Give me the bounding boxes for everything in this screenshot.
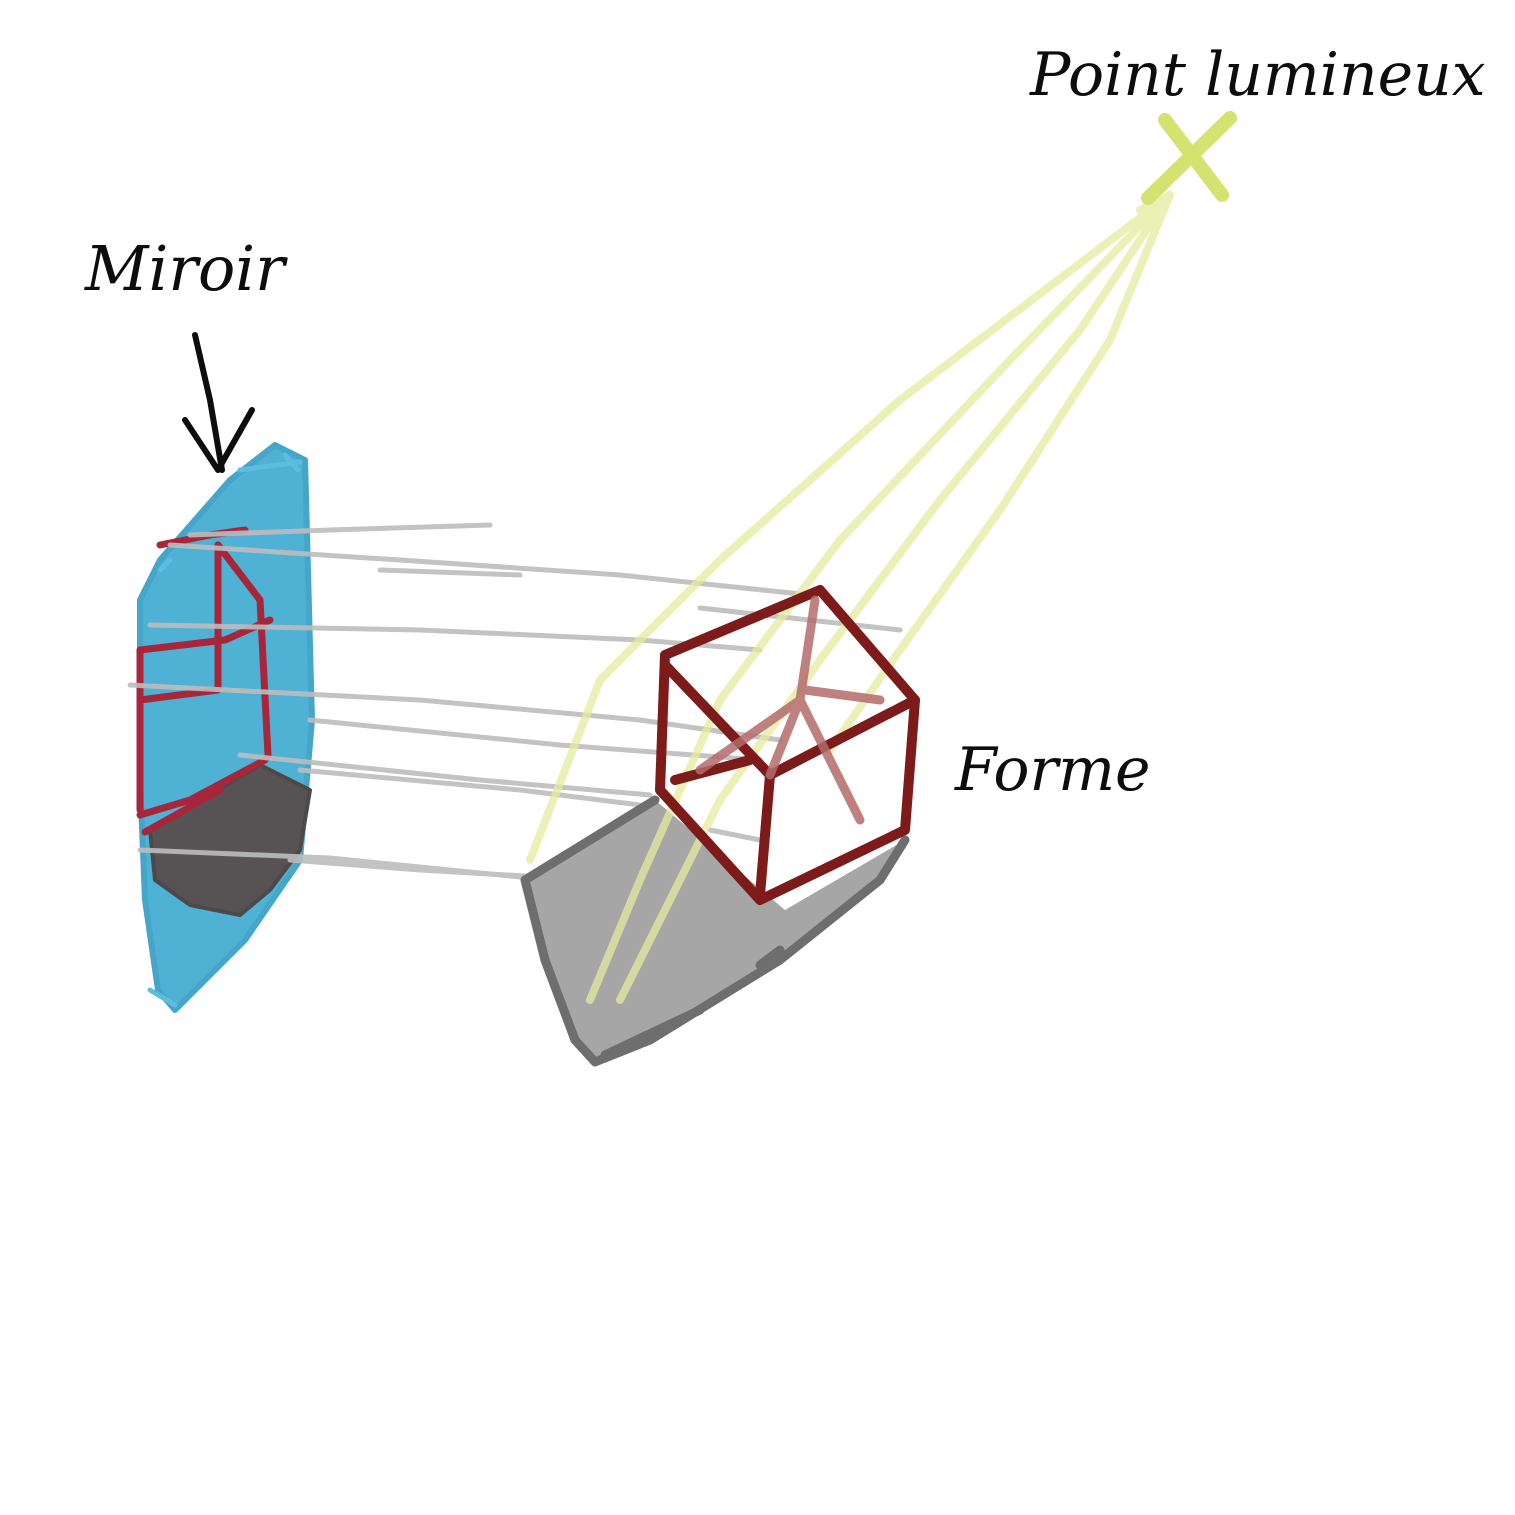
- cube-shadow: [520, 795, 910, 1067]
- cube-shape: [655, 585, 920, 905]
- light-point-cross-icon: [1141, 111, 1237, 205]
- cube-hidden-edges: [695, 595, 885, 825]
- label-mirror: Miroir: [84, 232, 288, 305]
- mirror-shadow: [148, 763, 312, 917]
- down-arrow-icon: [182, 332, 255, 473]
- label-shape: Forme: [954, 735, 1151, 805]
- label-light-point: Point lumineux: [1029, 40, 1486, 110]
